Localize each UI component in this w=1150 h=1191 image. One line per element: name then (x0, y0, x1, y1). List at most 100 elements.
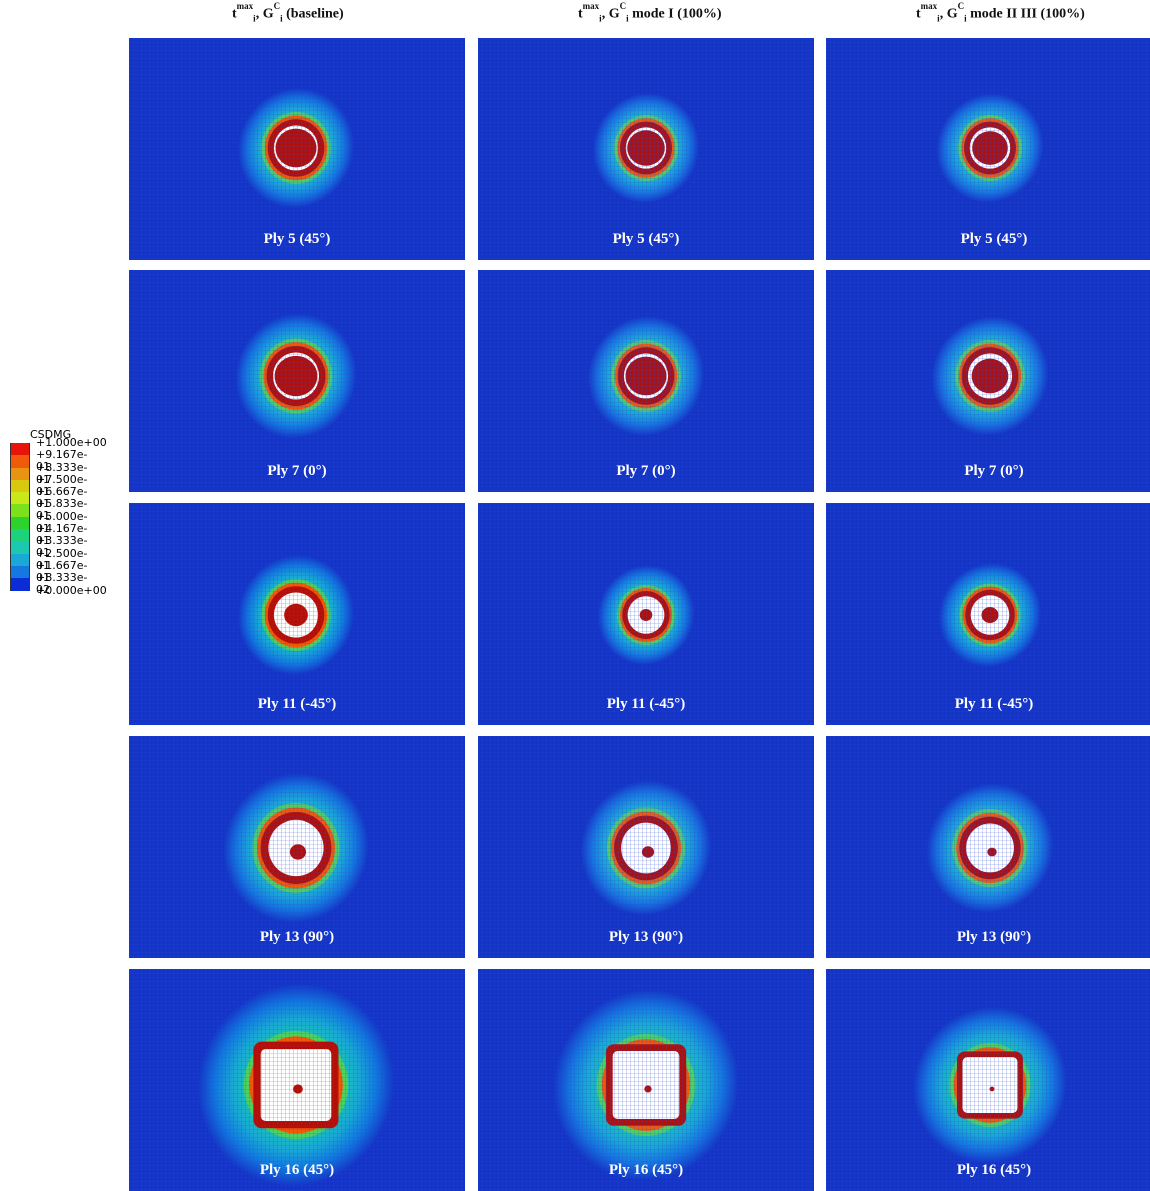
ply-label: Ply 7 (0°) (964, 463, 1024, 479)
header-sup-c: C (957, 1, 965, 11)
legend-row: +5.000e-01 (10, 510, 87, 534)
ply-label: Ply 16 (45°) (956, 1162, 1032, 1178)
contour-panel: Ply 16 (45°) (129, 969, 465, 1191)
contour-plot (129, 270, 465, 492)
header-sub-i2: i (280, 13, 283, 24)
legend-row: +4.167e-01 (10, 523, 87, 547)
legend-label: +3.333e-01 (36, 534, 88, 560)
mesh-grid (129, 736, 465, 958)
mesh-grid (826, 270, 1150, 492)
ply-label: Ply 11 (-45°) (257, 696, 337, 712)
ply-label: Ply 7 (0°) (616, 463, 676, 479)
legend-swatch (10, 516, 30, 530)
legend-label: +1.000e+00 (36, 436, 107, 449)
legend-label: +6.667e-01 (36, 485, 88, 511)
legend-label: +8.333e-01 (36, 460, 88, 486)
ply-label: Ply 16 (45°) (608, 1162, 684, 1178)
ply-label: Ply 11 (-45°) (954, 696, 1034, 712)
contour-panel: Ply 11 (-45°) (129, 503, 465, 725)
header-separator: , (601, 6, 609, 22)
ply-label: Ply 7 (0°) (267, 463, 327, 479)
legend-swatch (10, 443, 30, 456)
contour-panel: Ply 5 (45°) (478, 38, 814, 260)
legend-swatch (10, 565, 30, 579)
header-sub-i2: i (964, 13, 967, 24)
header-sup-max: max (582, 1, 600, 11)
contour-panel: Ply 11 (-45°) (478, 503, 814, 725)
contour-panel: Ply 7 (0°) (129, 270, 465, 492)
contour-plot (826, 38, 1150, 260)
legend-row: +5.833e-01 (10, 498, 87, 522)
contour-plot (478, 38, 814, 260)
header-symbol-t: t (916, 6, 921, 22)
legend-row: +8.333e-02 (10, 572, 87, 596)
legend-swatch (10, 492, 30, 505)
header-suffix: mode II III (100%) (966, 6, 1085, 22)
contour-plot (129, 969, 465, 1191)
legend-swatch (10, 529, 30, 542)
legend-row: +6.667e-01 (10, 486, 87, 510)
ply-label: Ply 11 (-45°) (606, 696, 686, 712)
legend-title: CSDMG (30, 428, 72, 441)
contour-plot (826, 503, 1150, 725)
legend-label: +4.167e-01 (36, 522, 88, 548)
legend-row: +1.667e-01 (10, 559, 87, 583)
mesh-grid (478, 969, 814, 1191)
header-suffix: (baseline) (282, 6, 344, 22)
legend-swatch (10, 541, 30, 554)
legend-swatch (10, 479, 30, 493)
contour-plot (478, 503, 814, 725)
header-sub-i2: i (626, 13, 629, 24)
contour-panel: Ply 5 (45°) (129, 38, 465, 260)
mesh-grid (478, 736, 814, 958)
contour-plot (129, 503, 465, 725)
ply-label: Ply 5 (45°) (960, 231, 1028, 247)
legend-swatch (10, 504, 30, 517)
contour-panel: Ply 7 (0°) (478, 270, 814, 492)
contour-plot (826, 270, 1150, 492)
mesh-grid (129, 503, 465, 725)
contour-plot (826, 736, 1150, 958)
legend-swatch (10, 455, 30, 468)
legend-row: +8.333e-01 (10, 461, 87, 485)
header-symbol-g: G (262, 6, 274, 22)
contour-plot (129, 736, 465, 958)
mesh-grid (129, 969, 465, 1191)
ply-label: Ply 13 (90°) (608, 929, 684, 945)
legend-row: +2.500e-01 (10, 547, 87, 571)
contour-plot (478, 270, 814, 492)
legend-swatch (10, 578, 30, 591)
header-sup-c: C (619, 1, 627, 11)
legend-row: +7.500e-01 (10, 473, 87, 497)
mesh-grid (826, 736, 1150, 958)
header-suffix: mode I (100%) (628, 6, 722, 22)
header-sup-max: max (236, 1, 254, 11)
mesh-grid (478, 503, 814, 725)
contour-panel: Ply 13 (90°) (129, 736, 465, 958)
legend-row: +0.000e+00 (10, 584, 107, 603)
legend-label: +8.333e-02 (36, 571, 88, 597)
legend-row: +1.000e+00 (10, 437, 107, 456)
header-symbol-g: G (946, 6, 958, 22)
mesh-grid (826, 969, 1150, 1191)
ply-label: Ply 16 (45°) (259, 1162, 335, 1178)
contour-panel: Ply 11 (-45°) (826, 503, 1150, 725)
legend-label: +2.500e-01 (36, 546, 88, 572)
contour-plot (478, 969, 814, 1191)
legend-label: +9.167e-01 (36, 448, 88, 474)
legend-swatch (10, 467, 30, 480)
legend-scale: +1.000e+00 +9.167e-01 +8.333e-01 +7.500e-01… (10, 437, 107, 603)
header-separator: , (939, 6, 947, 22)
contour-plot (129, 38, 465, 260)
contour-panel: Ply 7 (0°) (826, 270, 1150, 492)
header-symbol-t: t (232, 6, 237, 22)
legend-swatch (10, 553, 30, 566)
ply-label: Ply 13 (90°) (259, 929, 335, 945)
legend-label: +5.000e-01 (36, 509, 88, 535)
contour-panel: Ply 13 (90°) (478, 736, 814, 958)
mesh-grid (129, 38, 465, 260)
header-sup-c: C (273, 1, 281, 11)
mesh-grid (478, 38, 814, 260)
header-sup-max: max (920, 1, 938, 11)
header-separator: , (255, 6, 263, 22)
